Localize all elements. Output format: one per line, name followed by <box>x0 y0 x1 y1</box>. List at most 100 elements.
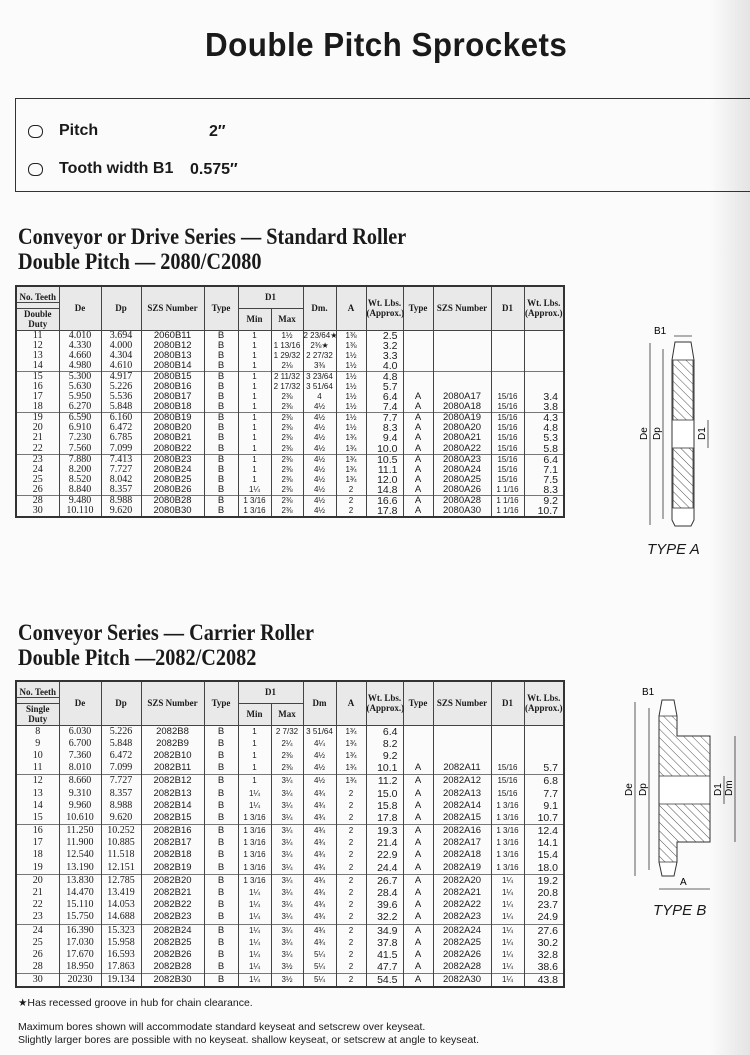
cell-a: 1½ <box>335 360 367 372</box>
cell-weight-a: 7.5 <box>523 475 565 485</box>
header-dm: Dm. <box>302 285 337 331</box>
cell-szs-number-a: 2082A16 <box>432 824 492 838</box>
cell-szs-number-a: 2080A18 <box>432 402 492 413</box>
header-de: De <box>58 680 102 726</box>
cell-a: 2 <box>335 506 367 518</box>
header-dp: Dp <box>100 680 142 726</box>
cell-d1-a <box>490 381 525 393</box>
type-b-caption: TYPE B <box>653 902 707 919</box>
cell-weight: 10.0 <box>365 444 404 455</box>
cell-dm: 4½ <box>302 484 337 496</box>
cell-de: 20230 <box>58 973 102 988</box>
cell-type: B <box>203 837 239 850</box>
cell-dm: 4¾ <box>302 824 337 838</box>
cell-szs-number-a: 2082A20 <box>432 873 492 887</box>
cell-a: 2 <box>335 861 367 875</box>
cell-a: 1½ <box>335 370 367 382</box>
table-row: 11 4.010 3.694 2060B11 B 1 1½ 2 23/64★ 1⅜ 2.5 <box>15 330 565 341</box>
cell-d1-min: 1 <box>237 350 272 361</box>
table-row: 16 5.630 5.226 2080B16 B 1 2 17/32 3 51/64 1½ 5.7 <box>15 381 565 393</box>
cell-d1-a <box>490 370 525 382</box>
cell-dm: 4½ <box>302 453 337 465</box>
cell-teeth: 17 <box>15 837 60 850</box>
cell-d1-min: 1 <box>237 340 272 351</box>
table-row: 9 6.700 5.848 2082B9 B 1 2¼ 4¼ 1¾ 8.2 <box>15 737 565 750</box>
cell-d1-a: 15/16 <box>490 412 525 424</box>
cell-de: 18.950 <box>58 961 102 974</box>
cell-szs-number: 2082B24 <box>140 923 205 937</box>
cell-de: 15.750 <box>58 911 102 924</box>
cell-d1-min: 1 3/16 <box>237 506 272 518</box>
cell-d1-max: 2⅜ <box>270 749 304 763</box>
cell-type: B <box>203 923 239 937</box>
header-de: De <box>58 285 102 331</box>
cell-dm: 3⅜ <box>302 360 337 372</box>
header-d1-min: Min <box>237 702 272 726</box>
cell-d1-max: 3¼ <box>270 899 304 912</box>
cell-dm: 3 51/64 <box>302 381 337 393</box>
cell-weight: 39.6 <box>365 899 404 912</box>
cell-dp: 12.151 <box>100 861 142 875</box>
cell-d1-min: 1 3/16 <box>237 811 272 825</box>
table-row: 18 12.540 11.518 2082B18 B 1 3/16 3¼ 4¾ 2 22.9 A 20… <box>15 849 565 862</box>
cell-type: B <box>203 961 239 974</box>
type-b-diagram: B1 De Dp D1 Dm A <box>624 687 736 890</box>
cell-de: 6.700 <box>58 737 102 750</box>
cell-d1-a: 1 3/16 <box>490 849 525 862</box>
cell-weight: 37.8 <box>365 936 404 949</box>
cell-d1-max: 3½ <box>270 961 304 974</box>
cell-d1-max: 3¼ <box>270 849 304 862</box>
cell-weight-a: 23.7 <box>523 899 565 912</box>
table-row: 12 4.330 4.000 2080B12 B 1 1 13/16 2⅜★ 1⅜ 3.2 <box>15 340 565 351</box>
table-row: 17 5.950 5.536 2080B17 B 1 2⅜ 4 1½ 6.4 A 2080A17 15/… <box>15 392 565 403</box>
header-type-a: Type <box>402 680 434 726</box>
cell-de: 13.190 <box>58 861 102 875</box>
cell-teeth: 10 <box>15 749 60 763</box>
cell-dp: 10.885 <box>100 837 142 850</box>
table-row: 19 6.590 6.160 2080B19 B 1 2⅜ 4½ 1½ 7.7 A 2080A19 15… <box>15 412 565 424</box>
header-d1-max: Max <box>270 702 304 726</box>
cell-dp: 5.226 <box>100 725 142 738</box>
cell-dm: 2⅜★ <box>302 340 337 351</box>
cell-type-a <box>402 370 434 382</box>
cell-szs-number-a <box>432 340 492 351</box>
cell-a: 1½ <box>335 392 367 403</box>
cell-type: B <box>203 485 239 496</box>
cell-teeth: 21 <box>15 886 60 900</box>
cell-a: 1¾ <box>335 474 367 485</box>
cell-teeth: 13 <box>15 787 60 800</box>
cell-weight: 14.8 <box>365 485 404 496</box>
cell-a: 1¾ <box>335 433 367 444</box>
table-row: 24 16.390 15.323 2082B24 B 1¼ 3¼ 4¾ 2 34.9 A 2082A2… <box>15 923 565 937</box>
cell-dm: 4 <box>302 392 337 403</box>
cell-dm: 4½ <box>302 506 337 518</box>
cell-a: 2 <box>335 799 367 812</box>
cell-dp: 12.785 <box>100 873 142 887</box>
cell-d1-a: 1¼ <box>490 948 525 962</box>
cell-a: 2 <box>335 911 367 924</box>
cell-type: B <box>203 725 239 738</box>
header-d1: D1 <box>237 285 304 309</box>
cell-de: 8.010 <box>58 762 102 775</box>
dm-label: Dm <box>724 780 735 796</box>
cell-d1-min: 1¼ <box>237 911 272 924</box>
cell-szs-number: 2082B12 <box>140 774 205 788</box>
cell-szs-number-a: 2082A15 <box>432 811 492 825</box>
cell-d1-max: 3¼ <box>270 923 304 937</box>
cell-weight-a: 12.4 <box>523 824 565 838</box>
cell-weight: 4.0 <box>365 361 404 372</box>
cell-szs-number: 2080B18 <box>140 402 205 413</box>
cell-a: 1⅜ <box>335 330 367 341</box>
cell-d1-min: 1 3/16 <box>237 861 272 875</box>
cell-de: 6.030 <box>58 725 102 738</box>
cell-type: B <box>203 361 239 372</box>
cell-weight: 26.7 <box>365 873 404 887</box>
a-label: A <box>680 877 687 888</box>
cell-szs-number-a <box>432 725 492 738</box>
cell-d1-min: 1 <box>237 370 272 382</box>
cell-d1-min: 1¼ <box>237 787 272 800</box>
cell-de: 13.830 <box>58 873 102 887</box>
cell-d1-max: 1 29/32 <box>270 350 304 361</box>
cell-szs-number-a: 2082A28 <box>432 961 492 974</box>
cell-d1-max: 3¼ <box>270 811 304 825</box>
